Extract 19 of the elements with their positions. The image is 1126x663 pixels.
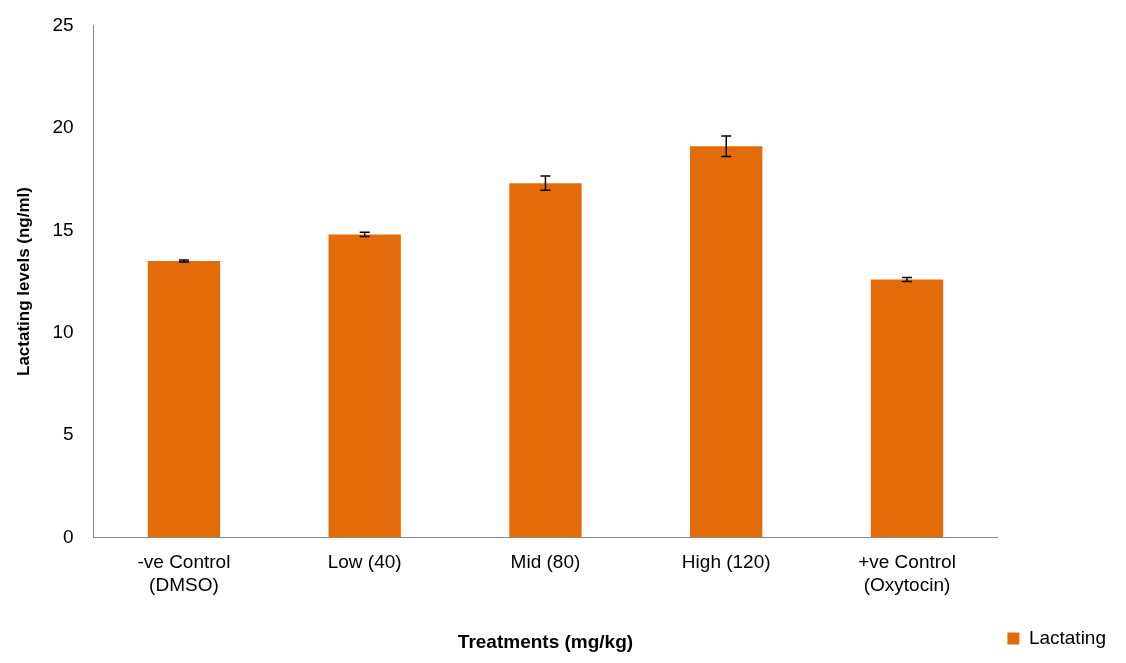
y-tick-label: 0 <box>62 525 74 547</box>
y-tick-label: 5 <box>62 423 74 445</box>
y-axis-title: Lactating levels (ng/ml) <box>13 187 33 376</box>
bar <box>147 261 221 538</box>
bar <box>509 183 582 538</box>
x-axis-title: Treatments (mg/kg) <box>457 630 634 652</box>
legend-label: Lactating <box>1028 626 1107 648</box>
y-tick-label: 15 <box>52 218 74 240</box>
x-tick-label: +ve Control (Oxytocin) <box>858 551 956 596</box>
bar <box>870 279 944 538</box>
y-tick-label: 10 <box>52 320 74 342</box>
x-tick-label: -ve Control (DMSO) <box>137 551 231 596</box>
x-tick-label: High (120) <box>681 551 771 573</box>
x-tick-label: Low (40) <box>327 551 402 573</box>
x-tick-label: Mid (80) <box>510 551 581 573</box>
y-tick-label: 20 <box>52 116 74 138</box>
y-tick-label: 25 <box>52 13 74 35</box>
bar <box>690 146 763 538</box>
bar <box>328 234 401 538</box>
